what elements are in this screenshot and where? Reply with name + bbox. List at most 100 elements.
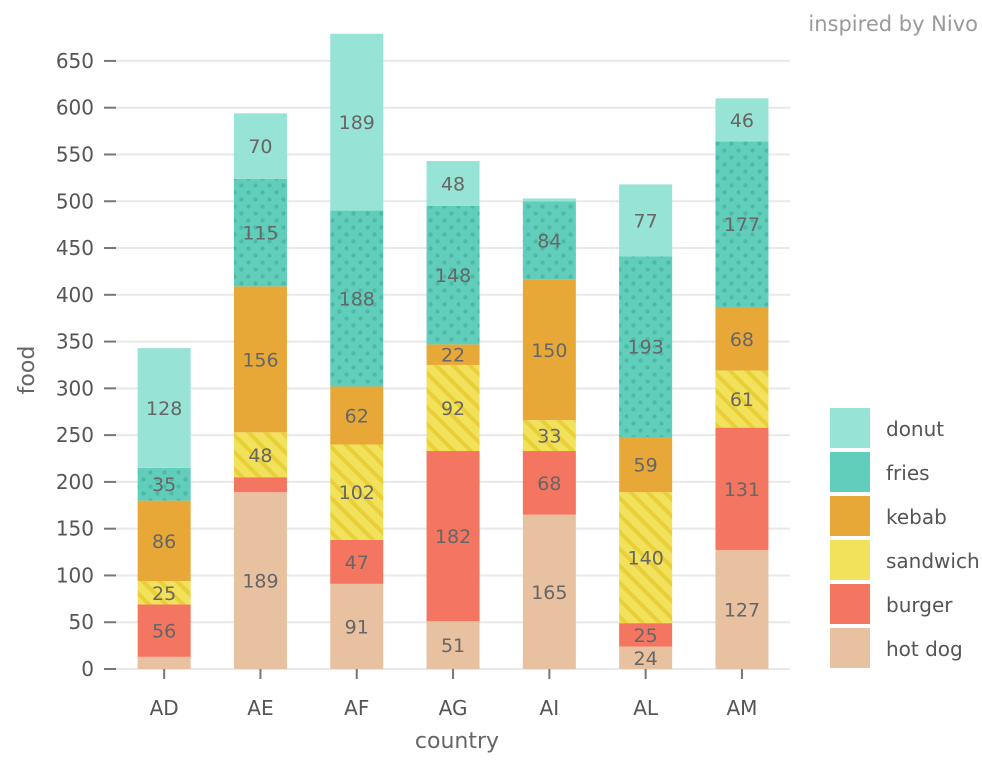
bar-value-label: 46	[730, 110, 754, 132]
legend-swatch-hot-dog[interactable]	[830, 628, 870, 668]
bar-stack-af: 91 47 102 62 188 189	[330, 33, 384, 669]
bar-value-label: 59	[634, 455, 658, 477]
bar-value-label: 140	[628, 548, 664, 570]
bar-segment-kebab[interactable]	[426, 344, 480, 365]
bar-value-label: 193	[628, 337, 664, 359]
bar-value-label: 189	[339, 112, 375, 134]
x-axis-label: country	[415, 729, 499, 754]
bar-segment-donut[interactable]	[233, 113, 287, 179]
legend-swatch-burger[interactable]	[830, 584, 870, 624]
legend-label: burger	[886, 593, 953, 617]
x-tick-label: AM	[726, 696, 757, 720]
bar-value-label: 91	[345, 616, 369, 638]
bar-value-label: 48	[441, 173, 465, 195]
bar-stack-ad: 56 25 86 35 128	[137, 348, 191, 669]
bar-segment-sandwich[interactable]	[715, 370, 769, 428]
legend-swatch-donut[interactable]	[830, 408, 870, 448]
bar-value-label: 70	[248, 136, 272, 158]
bar-segment-burger[interactable]	[233, 477, 287, 493]
y-axis: 0 50 100 150 200 250 300 350 400 450 500 550 600 650	[56, 49, 116, 681]
bar-segment-hot-dog[interactable]	[233, 492, 287, 669]
bar-segment-fries[interactable]	[330, 210, 384, 387]
y-tick-label: 350	[56, 330, 94, 354]
bar-segment-sandwich[interactable]	[522, 420, 576, 452]
bar-value-label: 148	[435, 265, 471, 287]
bar-segment-kebab[interactable]	[619, 436, 673, 493]
legend-swatch-fries[interactable]	[830, 452, 870, 492]
bar-segment-kebab[interactable]	[137, 500, 191, 582]
bar-stack-ag: 51 182 92 22 148 48	[426, 161, 480, 669]
bar-segment-sandwich[interactable]	[619, 492, 673, 624]
bar-segment-kebab[interactable]	[522, 279, 576, 421]
bar-segment-burger[interactable]	[426, 451, 480, 622]
bar-value-label: 86	[152, 531, 176, 553]
legend-label: sandwich	[886, 549, 980, 573]
bar-value-label: 150	[531, 340, 567, 362]
bar-segment-hot-dog[interactable]	[715, 550, 769, 669]
y-tick-label: 450	[56, 236, 94, 260]
bar-segment-burger[interactable]	[619, 623, 673, 647]
bar-segment-kebab[interactable]	[715, 306, 769, 371]
x-tick-label: AG	[439, 696, 468, 720]
bar-segment-donut[interactable]	[330, 33, 384, 211]
bar-segment-burger[interactable]	[715, 427, 769, 551]
x-axis: AD AE AF AG AI AL AM	[150, 669, 757, 720]
y-tick-label: 50	[69, 610, 94, 634]
bar-value-label: 102	[339, 482, 375, 504]
y-tick-label: 600	[56, 96, 94, 120]
bar-segment-donut[interactable]	[522, 198, 576, 202]
y-tick-label: 150	[56, 517, 94, 541]
bar-segment-fries[interactable]	[715, 141, 769, 307]
bar-segment-hot-dog[interactable]	[330, 583, 384, 669]
bar-segment-hot-dog[interactable]	[619, 646, 673, 669]
bar-segment-sandwich[interactable]	[426, 364, 480, 452]
bar-segment-sandwich[interactable]	[137, 581, 191, 605]
bar-value-label: 33	[537, 426, 561, 448]
bar-segment-hot-dog[interactable]	[137, 656, 191, 669]
y-axis-label: food	[15, 346, 40, 395]
bar-value-label: 25	[152, 583, 176, 605]
y-tick-label: 650	[56, 49, 94, 73]
bar-segment-sandwich[interactable]	[233, 432, 287, 478]
legend-swatch-kebab[interactable]	[830, 496, 870, 536]
bar-segment-donut[interactable]	[426, 161, 480, 206]
legend-swatch-sandwich[interactable]	[830, 540, 870, 580]
y-tick-label: 250	[56, 423, 94, 447]
bar-value-label: 84	[537, 231, 561, 253]
bar-value-label: 24	[634, 648, 658, 670]
bar-segment-sandwich[interactable]	[330, 444, 384, 540]
x-tick-label: AF	[344, 696, 369, 720]
bar-segment-fries[interactable]	[522, 201, 576, 280]
bar-value-label: 128	[146, 398, 182, 420]
x-tick-label: AI	[540, 696, 560, 720]
bar-segment-burger[interactable]	[522, 451, 576, 515]
credit-text: inspired by Nivo	[808, 12, 978, 36]
bar-segment-hot-dog[interactable]	[426, 621, 480, 669]
bar-segment-donut[interactable]	[137, 348, 191, 468]
bar-segment-donut[interactable]	[619, 184, 673, 257]
bar-segment-donut[interactable]	[715, 98, 769, 142]
bar-segment-hot-dog[interactable]	[522, 514, 576, 669]
bar-segment-fries[interactable]	[137, 467, 191, 501]
x-tick-label: AD	[150, 696, 179, 720]
bar-value-label: 68	[730, 329, 754, 351]
legend-label: fries	[886, 461, 930, 485]
bar-value-label: 35	[152, 474, 176, 496]
bar-value-label: 22	[441, 345, 465, 367]
bar-segment-fries[interactable]	[233, 178, 287, 287]
bar-value-label: 131	[724, 479, 760, 501]
bar-segment-burger[interactable]	[330, 539, 384, 584]
bar-segment-kebab[interactable]	[233, 286, 287, 433]
bar-segment-burger[interactable]	[137, 604, 191, 657]
bar-value-label: 182	[435, 526, 471, 548]
y-tick-label: 0	[81, 657, 94, 681]
bar-value-label: 177	[724, 214, 760, 236]
legend-label: kebab	[886, 505, 947, 529]
bar-value-label: 77	[634, 210, 658, 232]
y-tick-label: 500	[56, 189, 94, 213]
bar-segment-fries[interactable]	[426, 205, 480, 345]
bar-segment-fries[interactable]	[619, 256, 673, 437]
bar-segment-kebab[interactable]	[330, 386, 384, 445]
